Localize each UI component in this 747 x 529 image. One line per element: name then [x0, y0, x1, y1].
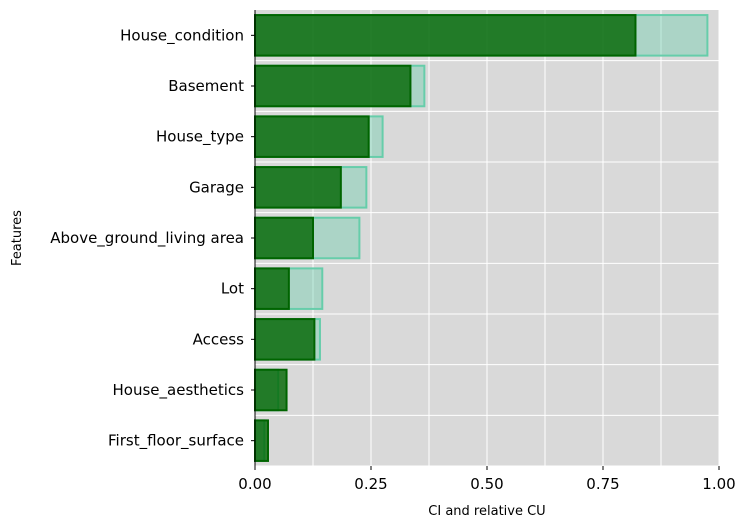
bar-dark: [254, 216, 314, 260]
y-tick-label: Lot: [221, 280, 244, 298]
x-tick-label: 0.00: [238, 475, 271, 493]
bars: [254, 14, 709, 462]
bar-dark: [254, 318, 316, 361]
x-tick-label: 0.25: [354, 475, 387, 493]
x-axis-label: CI and relative CU: [428, 504, 545, 519]
bar-dark: [254, 115, 370, 158]
y-tick-label: First_floor_surface: [108, 432, 244, 451]
y-axis-label: Features: [10, 210, 25, 266]
y-tick-label: Garage: [189, 178, 244, 196]
y-tick-label: House_type: [156, 128, 244, 147]
ticks: House_condition Basement House_type Garage A…: [50, 26, 735, 493]
y-tick-label: Above_ground_living area: [50, 229, 244, 248]
y-tick-label: Access: [193, 330, 245, 348]
bar-dark: [254, 14, 637, 57]
x-tick-label: 1.00: [702, 475, 735, 493]
bar-dark: [254, 368, 288, 412]
y-tick-label: Basement: [168, 77, 244, 95]
x-tick-label: 0.50: [470, 475, 503, 493]
bar-dark: [254, 64, 412, 108]
bar-dark: [254, 267, 290, 310]
y-tick-label: House_aesthetics: [113, 381, 245, 400]
x-tick-label: 0.75: [586, 475, 619, 493]
bar-dark: [254, 166, 342, 209]
bar-dark: [254, 419, 269, 462]
y-tick-label: House_condition: [120, 26, 244, 45]
